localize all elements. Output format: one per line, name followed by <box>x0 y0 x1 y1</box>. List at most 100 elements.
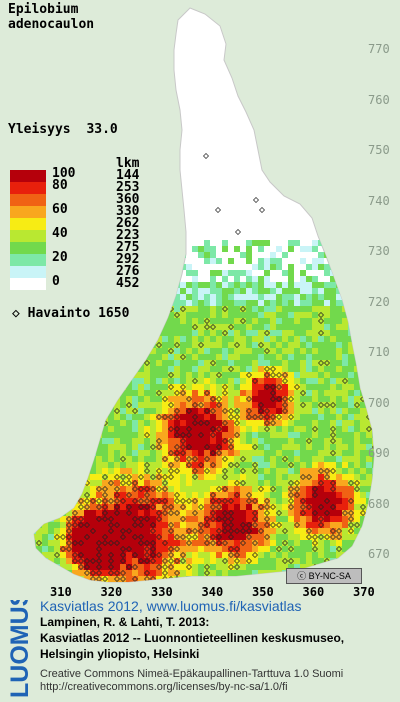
map-cell <box>360 498 366 504</box>
map-cell <box>288 510 294 516</box>
x-tick-label: 330 <box>151 585 173 599</box>
observation-marker <box>342 510 348 516</box>
map-cell <box>360 486 366 492</box>
map-cell <box>378 474 384 480</box>
map-cell <box>216 528 222 534</box>
observation-marker <box>144 462 150 468</box>
map-cell <box>174 312 180 318</box>
map-cell <box>60 498 66 504</box>
map-cell <box>258 384 264 390</box>
observation-marker <box>156 510 162 516</box>
map-cell <box>288 438 294 444</box>
map-cell <box>180 354 186 360</box>
map-cell <box>288 336 294 342</box>
map-cell <box>306 474 312 480</box>
map-cell <box>114 498 120 504</box>
map-cell <box>54 372 60 378</box>
map-cell <box>162 432 168 438</box>
map-cell <box>222 444 228 450</box>
map-cell <box>258 324 264 330</box>
map-cell <box>34 522 36 528</box>
map-cell <box>234 534 240 540</box>
observation-marker <box>192 510 198 516</box>
map-cell <box>330 324 336 330</box>
map-cell <box>336 420 342 426</box>
map-cell <box>294 360 300 366</box>
map-cell <box>156 576 162 582</box>
map-cell <box>300 294 306 300</box>
map-cell <box>324 312 330 318</box>
observation-marker <box>210 462 216 468</box>
map-cell <box>306 354 312 360</box>
map-cell <box>54 474 60 480</box>
map-cell <box>72 444 78 450</box>
map-cell <box>204 474 210 480</box>
map-cell <box>78 390 84 396</box>
map-cell <box>246 534 252 540</box>
map-cell <box>90 492 96 498</box>
map-cell <box>168 474 174 480</box>
observation-marker <box>132 480 138 486</box>
map-cell <box>342 534 348 540</box>
map-cell <box>342 342 348 348</box>
map-cell <box>270 372 276 378</box>
map-cell <box>132 432 138 438</box>
map-cell <box>60 528 66 534</box>
observation-marker <box>228 522 234 528</box>
map-cell <box>216 360 222 366</box>
map-cell <box>336 276 342 282</box>
observation-marker <box>246 396 252 402</box>
map-cell <box>228 522 234 528</box>
map-cell <box>192 492 198 498</box>
map-cell <box>288 444 294 450</box>
map-cell <box>330 396 336 402</box>
observation-marker <box>282 372 288 378</box>
map-cell <box>306 480 312 486</box>
map-cell <box>42 456 48 462</box>
map-cell <box>234 576 240 582</box>
map-cell <box>228 546 234 552</box>
map-cell <box>156 558 162 564</box>
observation-marker <box>330 426 336 432</box>
map-cell <box>156 324 162 330</box>
map-cell <box>204 534 210 540</box>
cc-license-badge[interactable]: ⓒ BY-NC-SA <box>286 568 362 584</box>
map-cell <box>42 336 48 342</box>
map-cell <box>234 456 240 462</box>
map-cell <box>264 258 270 264</box>
map-cell <box>162 390 168 396</box>
observation-marker <box>102 510 108 516</box>
map-cell <box>174 342 180 348</box>
map-cell <box>168 294 174 300</box>
map-cell <box>108 576 114 582</box>
map-cell <box>228 528 234 534</box>
map-cell <box>66 450 72 456</box>
license-link[interactable]: http://creativecommons.org/licenses/by-n… <box>40 681 288 693</box>
map-cell <box>306 264 312 270</box>
map-cell <box>228 450 234 456</box>
map-cell <box>84 564 90 570</box>
map-cell <box>60 414 66 420</box>
map-cell <box>324 474 330 480</box>
map-cell <box>372 270 374 276</box>
observation-marker <box>72 402 78 408</box>
footer-title-link[interactable]: Kasviatlas 2012, www.luomus.fi/kasviatla… <box>40 598 302 614</box>
map-cell <box>222 576 228 582</box>
map-cell <box>282 504 288 510</box>
map-cell <box>270 378 276 384</box>
map-cell <box>336 384 342 390</box>
observation-marker <box>84 522 90 528</box>
map-cell <box>60 270 66 276</box>
observation-marker <box>144 570 150 576</box>
map-cell <box>192 486 198 492</box>
map-cell <box>228 534 234 540</box>
map-cell <box>216 444 222 450</box>
map-cell <box>60 366 66 372</box>
map-cell <box>114 546 120 552</box>
map-cell <box>378 480 384 486</box>
map-cell <box>78 414 84 420</box>
observation-marker <box>270 366 276 372</box>
map-cell <box>126 510 132 516</box>
map-cell <box>306 360 312 366</box>
map-cell <box>114 456 120 462</box>
